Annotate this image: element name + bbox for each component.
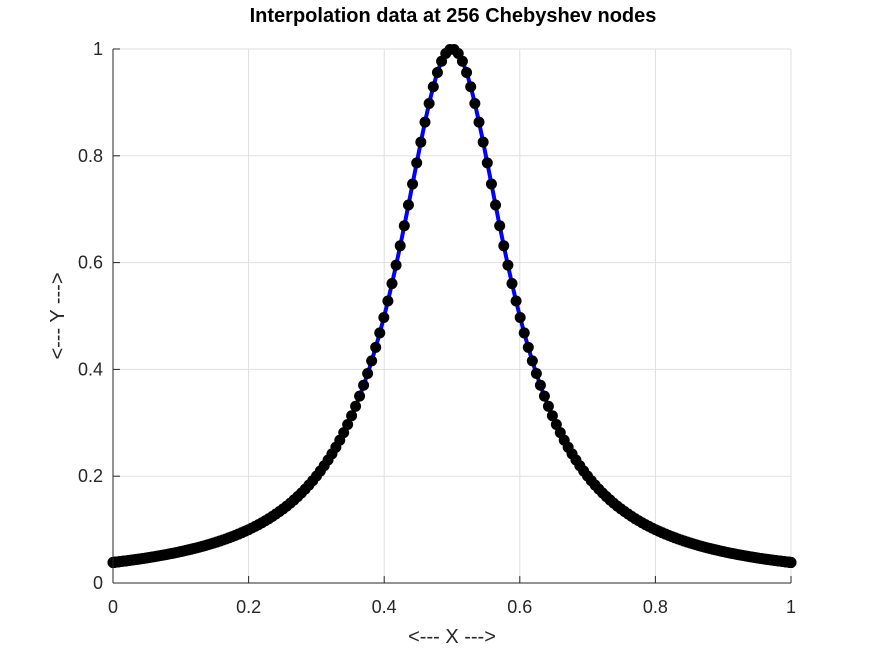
data-point: [346, 410, 358, 422]
data-point: [538, 390, 550, 402]
data-point: [530, 368, 542, 380]
data-point: [542, 400, 554, 412]
x-tick-label: 0.8: [643, 597, 668, 617]
x-tick-label: 1: [786, 597, 796, 617]
data-point: [473, 116, 485, 128]
data-point: [354, 390, 366, 402]
data-point: [411, 157, 423, 169]
data-point: [436, 55, 448, 67]
data-point: [390, 259, 402, 271]
data-point: [415, 136, 427, 148]
data-point: [506, 278, 518, 290]
data-point: [546, 410, 558, 422]
data-point: [419, 116, 431, 128]
tick-labels: 0 0.2 0.4 0.6 0.8 1 0 0.2 0.4 0.6 0.8 1: [78, 39, 796, 617]
grid: [112, 48, 792, 584]
y-axis-label: <--- Y --->: [47, 272, 69, 359]
data-point: [386, 278, 398, 290]
data-point: [378, 311, 390, 323]
data-point: [382, 295, 394, 307]
data-point: [350, 400, 362, 412]
data-point: [374, 327, 386, 339]
data-point: [502, 259, 514, 271]
data-point: [407, 178, 419, 190]
data-point: [342, 419, 354, 431]
data-point: [427, 81, 439, 93]
x-tick-label: 0.4: [372, 597, 397, 617]
data-point: [490, 199, 502, 211]
y-tick-label: 1: [93, 39, 103, 59]
data-point: [550, 419, 562, 431]
data-point: [518, 327, 530, 339]
data-point: [477, 136, 489, 148]
data-point: [402, 199, 414, 211]
plot-area: [107, 44, 797, 568]
data-point: [465, 81, 477, 93]
data-point: [362, 368, 374, 380]
y-tick-label: 0.8: [78, 146, 103, 166]
data-point: [366, 355, 378, 367]
data-point: [554, 427, 566, 439]
series-line: [112, 46, 792, 565]
y-tick-label: 0: [93, 573, 103, 593]
data-point: [514, 311, 526, 323]
data-point: [485, 178, 497, 190]
x-tick-label: 0: [108, 597, 118, 617]
x-tick-label: 0.6: [507, 597, 532, 617]
data-point: [469, 98, 481, 110]
data-point: [534, 379, 546, 391]
data-point: [461, 67, 473, 79]
data-point: [510, 295, 522, 307]
x-tick-label: 0.2: [236, 597, 261, 617]
y-tick-label: 0.2: [78, 466, 103, 486]
data-point: [494, 220, 506, 232]
chart-title: Interpolation data at 256 Chebyshev node…: [250, 5, 657, 27]
data-point: [522, 341, 534, 353]
data-point: [498, 240, 510, 252]
data-point: [358, 379, 370, 391]
data-point: [398, 220, 410, 232]
data-point: [481, 157, 493, 169]
data-point: [423, 98, 435, 110]
x-axis-label: <--- X --->: [408, 626, 496, 648]
data-point: [431, 67, 443, 79]
data-point: [394, 240, 406, 252]
data-point: [370, 341, 382, 353]
y-tick-label: 0.4: [78, 359, 103, 379]
y-tick-label: 0.6: [78, 253, 103, 273]
axes: [112, 48, 792, 584]
data-point: [526, 355, 538, 367]
